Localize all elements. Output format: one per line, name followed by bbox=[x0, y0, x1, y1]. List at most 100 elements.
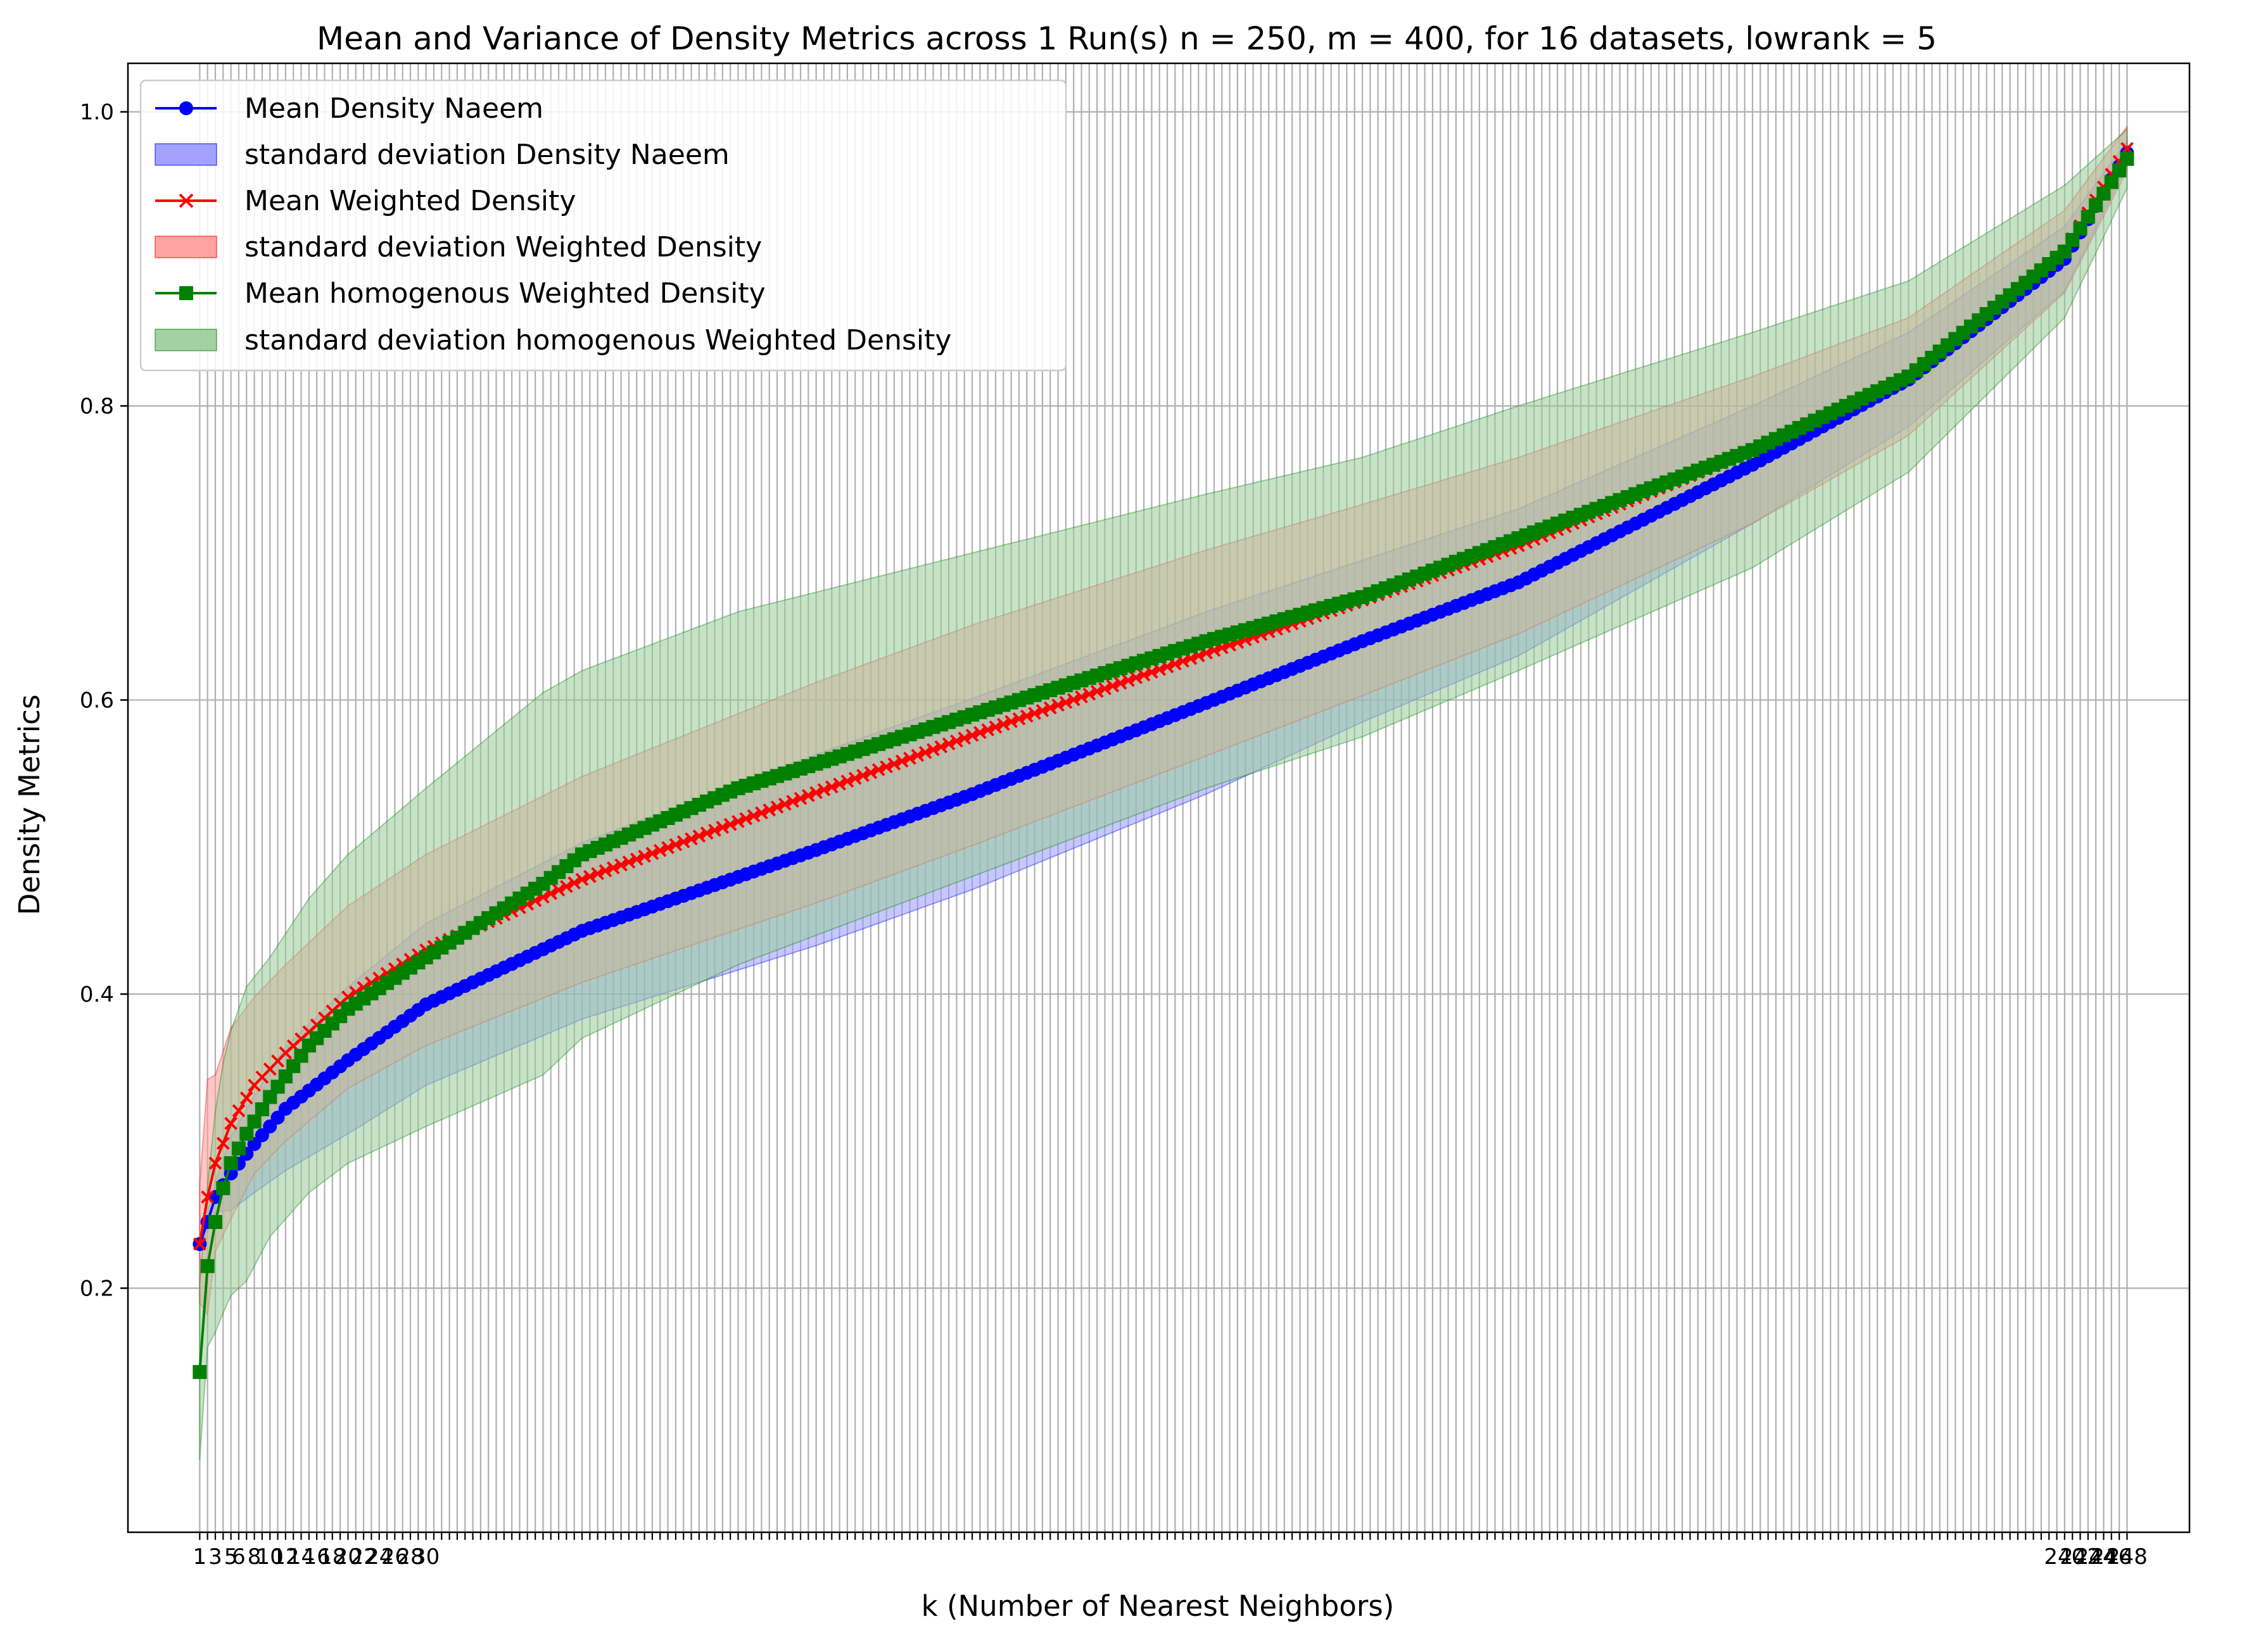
y-tick-label: 0.4 bbox=[80, 982, 114, 1007]
data-point bbox=[2073, 221, 2087, 236]
data-point bbox=[200, 1259, 215, 1273]
data-point bbox=[239, 1126, 254, 1141]
data-point bbox=[645, 847, 659, 860]
data-point bbox=[193, 1237, 206, 1251]
legend-label: standard deviation Density Naeem bbox=[244, 139, 730, 171]
data-point bbox=[661, 841, 675, 855]
data-point bbox=[224, 1156, 238, 1171]
x-tick-label: 6 bbox=[232, 1544, 246, 1570]
data-point bbox=[770, 800, 784, 814]
legend-entry: standard deviation homogenous Weighted D… bbox=[155, 324, 951, 356]
x-axis-label: k (Number of Nearest Neighbors) bbox=[922, 1589, 1395, 1623]
data-point bbox=[1129, 671, 1143, 684]
data-point bbox=[1122, 674, 1135, 688]
legend-box bbox=[139, 79, 1067, 372]
legend: Mean Density Naeem standard deviation Den… bbox=[139, 79, 1067, 372]
data-point bbox=[864, 765, 878, 779]
data-point bbox=[809, 786, 823, 800]
data-point bbox=[614, 858, 628, 872]
data-point bbox=[232, 1104, 246, 1118]
data-point bbox=[700, 826, 714, 840]
data-point bbox=[840, 774, 854, 788]
data-point bbox=[848, 771, 862, 785]
x-tick-label: 5 bbox=[224, 1544, 238, 1570]
data-point bbox=[255, 1102, 269, 1116]
data-point bbox=[583, 869, 597, 883]
data-point bbox=[895, 754, 909, 768]
x-tick-label: 244 bbox=[2075, 1544, 2117, 1570]
legend-entry: Mean Density Naeem bbox=[155, 92, 543, 125]
data-point bbox=[1082, 687, 1096, 701]
legend-band-swatch bbox=[155, 236, 217, 258]
x-tick-label: 246 bbox=[2091, 1544, 2132, 1570]
data-point bbox=[2065, 232, 2080, 247]
data-point bbox=[2112, 163, 2127, 178]
data-point bbox=[927, 743, 940, 757]
data-point bbox=[880, 760, 893, 774]
x-tick-label: 10 bbox=[257, 1544, 284, 1570]
data-point bbox=[989, 720, 1003, 734]
data-point bbox=[965, 728, 979, 742]
legend-marker bbox=[179, 193, 194, 208]
data-point bbox=[231, 1141, 246, 1156]
data-point bbox=[871, 763, 885, 777]
data-point bbox=[801, 789, 815, 802]
x-tick-label: 22 bbox=[350, 1544, 377, 1570]
legend-entry: standard deviation Density Naeem bbox=[155, 139, 730, 171]
vertical-grid bbox=[199, 63, 2128, 1532]
data-point bbox=[622, 855, 636, 869]
data-point bbox=[552, 883, 566, 897]
data-point bbox=[786, 795, 800, 808]
axes-frame bbox=[127, 62, 2191, 1534]
data-point bbox=[973, 726, 987, 740]
x-tick-label: 12 bbox=[272, 1544, 299, 1570]
data-point bbox=[911, 748, 925, 762]
data-point bbox=[1106, 679, 1120, 693]
legend-marker bbox=[179, 101, 193, 115]
data-point bbox=[794, 791, 808, 805]
x-tick-label: 240 bbox=[2044, 1544, 2085, 1570]
data-point bbox=[599, 864, 612, 878]
data-point bbox=[575, 873, 589, 886]
data-point bbox=[224, 1116, 238, 1130]
data-point bbox=[653, 843, 667, 857]
data-point bbox=[903, 752, 916, 765]
data-point bbox=[856, 769, 870, 783]
data-point bbox=[208, 1214, 222, 1229]
data-point bbox=[567, 876, 581, 890]
y-tick-label: 0.2 bbox=[80, 1276, 114, 1301]
y-tick-label: 0.8 bbox=[80, 394, 114, 419]
std-band-homogenous-weighted-density bbox=[199, 128, 2128, 1461]
data-point bbox=[1153, 662, 1167, 676]
data-point bbox=[918, 746, 932, 759]
legend-entry: Mean homogenous Weighted Density bbox=[155, 277, 766, 310]
data-point bbox=[1028, 707, 1042, 721]
data-point bbox=[1075, 690, 1088, 704]
x-tick-label: 30 bbox=[412, 1544, 440, 1570]
data-point bbox=[1098, 682, 1112, 696]
data-point bbox=[1012, 712, 1026, 726]
data-point bbox=[2096, 186, 2111, 201]
data-point bbox=[208, 1156, 222, 1170]
data-point bbox=[934, 740, 948, 753]
data-point bbox=[685, 832, 698, 846]
data-point bbox=[247, 1114, 262, 1129]
data-point bbox=[1059, 695, 1073, 709]
y-axis-ticks: 0.2 0.4 0.6 0.8 1.0 bbox=[80, 100, 128, 1301]
x-tick-label: 28 bbox=[396, 1544, 424, 1570]
legend-marker bbox=[179, 286, 193, 300]
x-tick-label: 3 bbox=[208, 1544, 222, 1570]
data-point bbox=[723, 817, 737, 831]
data-point bbox=[825, 780, 839, 794]
x-tick-label: 248 bbox=[2106, 1544, 2148, 1570]
x-tick-label: 24 bbox=[365, 1544, 393, 1570]
data-point bbox=[1113, 676, 1127, 690]
legend-label: standard deviation Weighted Density bbox=[244, 231, 762, 263]
data-point bbox=[747, 809, 761, 822]
data-point bbox=[1144, 665, 1158, 679]
x-tick-label: 242 bbox=[2060, 1544, 2101, 1570]
x-tick-label: 26 bbox=[381, 1544, 409, 1570]
data-point bbox=[638, 849, 652, 863]
data-point bbox=[1020, 709, 1034, 723]
